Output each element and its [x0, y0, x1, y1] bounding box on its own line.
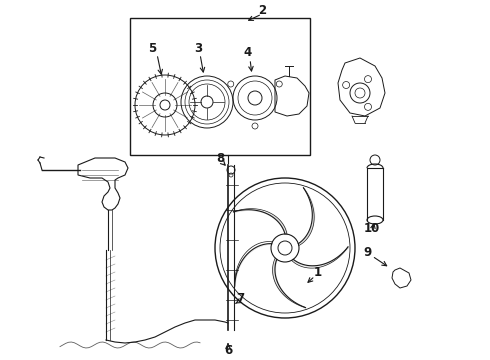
Text: 3: 3	[194, 41, 202, 54]
Text: 8: 8	[216, 152, 224, 165]
Text: 1: 1	[314, 266, 322, 279]
Text: 6: 6	[224, 343, 232, 356]
Bar	[130, 18, 310, 155]
Text: 2: 2	[258, 4, 266, 17]
Text: 10: 10	[364, 221, 380, 234]
Text: 5: 5	[148, 41, 156, 54]
Text: 7: 7	[236, 292, 244, 305]
Text: 4: 4	[244, 46, 252, 59]
Text: 9: 9	[363, 246, 371, 258]
